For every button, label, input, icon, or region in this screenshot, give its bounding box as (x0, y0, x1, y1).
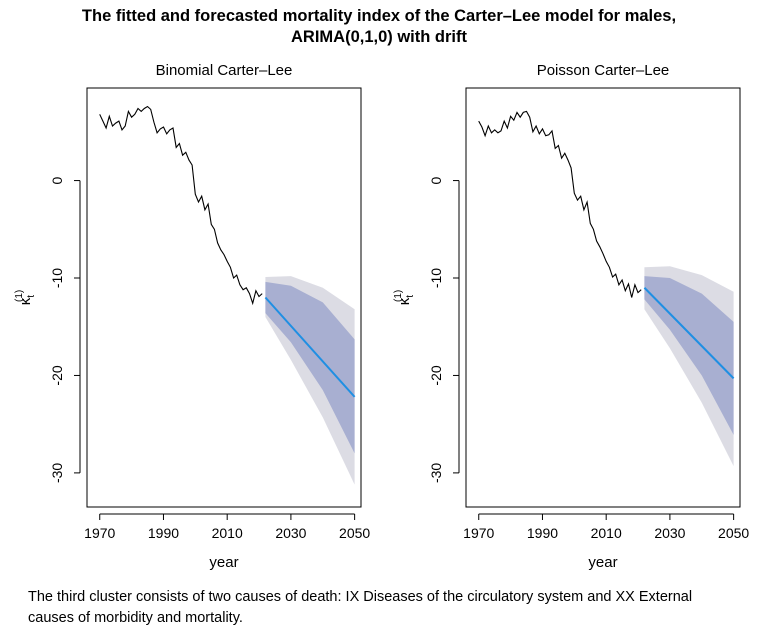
y-tick-label: -30 (428, 463, 444, 483)
x-tick-label: 2030 (275, 525, 306, 541)
panel-poisson: Poisson Carter–Lee 1970 1990 2010 2030 2050 ye… (393, 62, 749, 571)
x-tick-label: 2010 (212, 525, 243, 541)
plot-frame (86, 87, 362, 508)
forecast-band-inner (644, 276, 734, 435)
y-tick-label: -10 (428, 268, 444, 288)
x-tick-label: 1970 (463, 525, 494, 541)
x-tick-label: 2050 (339, 525, 370, 541)
panel-title: Binomial Carter–Lee (156, 62, 293, 79)
forecast-line (643, 287, 735, 380)
plot-frame (465, 87, 741, 508)
fitted-line (478, 110, 642, 298)
figure-title-line1: The fitted and forecasted mortality inde… (82, 7, 676, 25)
x-tick-label: 2030 (654, 525, 685, 541)
figure-caption: The third cluster consists of two causes… (28, 589, 693, 626)
x-axis-label: year (209, 554, 238, 571)
fitted-line (99, 105, 263, 306)
y-axis-label: κt(1) (393, 290, 416, 306)
y-tick-label: -30 (49, 463, 65, 483)
x-tick-label: 1970 (84, 525, 115, 541)
forecast-line (264, 296, 356, 398)
x-tick-label: 1990 (148, 525, 179, 541)
y-tick-label: -20 (428, 365, 444, 385)
forecast-band-inner (265, 281, 355, 454)
y-axis-label: κt(1) (14, 290, 37, 306)
y-tick-label: 0 (49, 176, 65, 184)
x-tick-label: 2050 (718, 525, 749, 541)
panel-title: Poisson Carter–Lee (537, 62, 670, 79)
x-axis-label: year (588, 554, 617, 571)
x-tick-label: 1990 (527, 525, 558, 541)
y-tick-label: 0 (428, 176, 444, 184)
figure-title-line2: ARIMA(0,1,0) with drift (291, 28, 468, 46)
x-tick-label: 2010 (591, 525, 622, 541)
y-tick-label: -10 (49, 268, 65, 288)
panel-binomial: Binomial Carter–Lee 1970 1990 2010 2030 2050 y… (14, 62, 370, 571)
y-tick-label: -20 (49, 365, 65, 385)
